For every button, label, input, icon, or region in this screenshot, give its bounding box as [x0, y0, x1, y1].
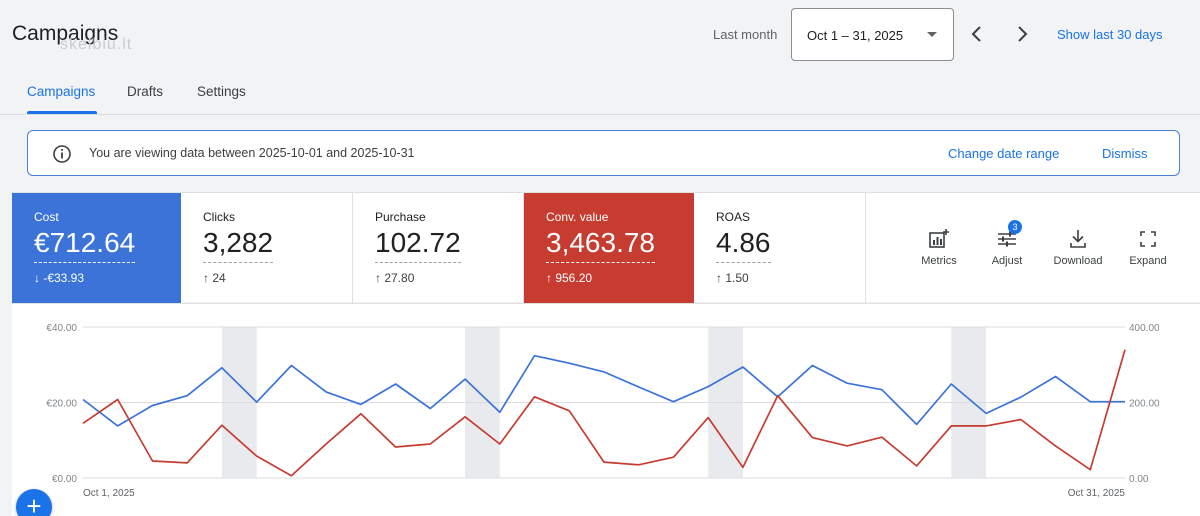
metric-label: Clicks — [203, 210, 235, 224]
metric-card-clicks[interactable]: Clicks 3,282 ↑ 24 — [181, 193, 353, 303]
chevron-right-icon — [1018, 26, 1028, 42]
metric-delta: ↑ 956.20 — [546, 271, 593, 285]
info-banner: You are viewing data between 2025-10-01 … — [27, 130, 1180, 176]
expand-button[interactable]: Expand — [1118, 227, 1178, 267]
info-icon — [53, 145, 71, 163]
metric-value: €712.64 — [34, 227, 136, 264]
metric-delta: ↑ 1.50 — [716, 271, 749, 285]
date-range-dropdown[interactable]: Oct 1 – 31, 2025 — [791, 8, 954, 61]
adjust-count-badge: 3 — [1008, 220, 1022, 234]
banner-message: You are viewing data between 2025-10-01 … — [89, 146, 415, 160]
metric-label: Purchase — [375, 210, 426, 224]
show-last-30-days-link[interactable]: Show last 30 days — [1057, 27, 1163, 42]
watermark: skelbiu.lt — [60, 36, 133, 53]
right-axis-tick-label: 400.00 — [1129, 323, 1160, 334]
left-axis-tick-label: €0.00 — [52, 474, 77, 485]
metrics-button[interactable]: Metrics — [909, 227, 969, 267]
tab-drafts[interactable]: Drafts — [127, 84, 164, 99]
download-button[interactable]: Download — [1048, 227, 1108, 267]
metric-label: Conv. value — [546, 210, 609, 224]
date-period-label: Last month — [713, 27, 778, 42]
date-range-value: Oct 1 – 31, 2025 — [807, 28, 904, 43]
page-title: Campaigns — [12, 22, 119, 45]
metrics-button-label: Metrics — [921, 255, 957, 267]
add-campaign-button[interactable]: + — [16, 489, 52, 516]
fullscreen-icon — [1140, 231, 1156, 247]
metric-card-cost[interactable]: Cost €712.64 ↓ -€33.93 — [12, 193, 181, 303]
previous-period-button[interactable] — [966, 22, 988, 46]
metric-delta: ↑ 27.80 — [375, 271, 415, 285]
download-button-label: Download — [1053, 255, 1103, 267]
tab-campaigns[interactable]: Campaigns — [27, 84, 96, 99]
metric-value: 3,463.78 — [546, 227, 655, 264]
line-chart: €0.00 0.00 €20.00 200.00 €40.00 400.00 Oct 1, … — [46, 323, 1160, 499]
caret-down-icon — [927, 32, 937, 37]
page-header: Campaigns skelbiu.lt Last month Oct 1 – … — [0, 0, 1200, 70]
metric-card-conv-value[interactable]: Conv. value 3,463.78 ↑ 956.20 — [524, 193, 694, 303]
chart-add-icon — [929, 229, 949, 248]
x-axis-end-label: Oct 31, 2025 — [1068, 488, 1126, 499]
expand-button-label: Expand — [1129, 255, 1167, 267]
change-date-range-link[interactable]: Change date range — [948, 146, 1060, 161]
metric-label: ROAS — [716, 210, 751, 224]
metric-delta: ↓ -€33.93 — [34, 271, 85, 285]
series-line-conv-value — [82, 349, 1126, 477]
metric-card-roas[interactable]: ROAS 4.86 ↑ 1.50 — [694, 193, 866, 303]
left-axis-tick-label: €40.00 — [46, 323, 77, 334]
metrics-panel: Cost €712.64 ↓ -€33.93 Clicks 3,282 ↑ 24… — [12, 192, 1200, 303]
right-axis-tick-label: 0.00 — [1129, 474, 1149, 485]
left-axis-tick-label: €20.00 — [46, 399, 77, 410]
dismiss-link[interactable]: Dismiss — [1102, 146, 1148, 161]
metric-delta: ↑ 24 — [203, 271, 226, 285]
adjust-button-label: Adjust — [991, 255, 1023, 267]
metric-card-purchase[interactable]: Purchase 102.72 ↑ 27.80 — [353, 193, 524, 303]
metric-label: Cost — [34, 210, 59, 224]
metric-value: 102.72 — [375, 227, 461, 264]
x-axis-start-label: Oct 1, 2025 — [83, 488, 135, 499]
right-axis-tick-label: 200.00 — [1129, 399, 1160, 410]
adjust-button[interactable]: 3 Adjust — [977, 220, 1037, 267]
active-tab-indicator — [27, 111, 97, 114]
chevron-left-icon — [971, 26, 981, 42]
tab-bar: Campaigns Drafts Settings — [0, 70, 1200, 115]
performance-chart: €0.00 0.00 €20.00 200.00 €40.00 400.00 Oct 1, … — [12, 303, 1200, 516]
metric-value: 3,282 — [203, 227, 274, 264]
series-line-cost — [82, 354, 1125, 427]
tune-icon — [998, 231, 1016, 247]
tab-settings[interactable]: Settings — [197, 84, 246, 99]
metric-value: 4.86 — [716, 227, 771, 264]
next-period-button[interactable] — [1011, 22, 1033, 46]
download-icon — [1070, 230, 1086, 248]
